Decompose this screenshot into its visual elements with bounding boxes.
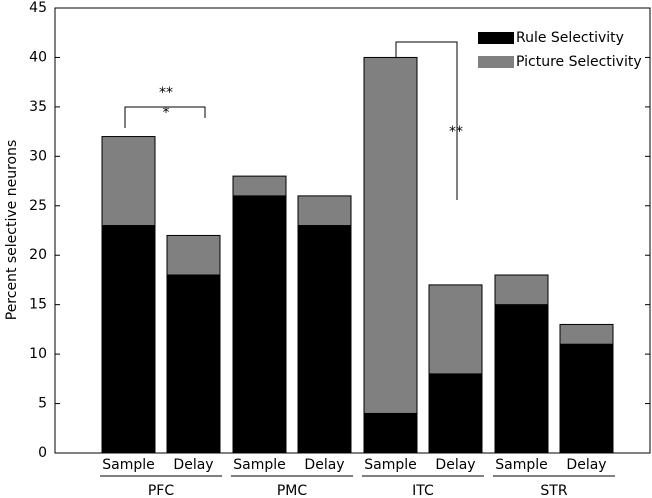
y-tick-label: 20 [29,247,47,263]
significance-label: ** [449,124,463,140]
legend-label: Rule Selectivity [516,30,624,46]
bar-segment [101,136,156,227]
x-tick-label: Sample [102,457,155,473]
bar-segment [494,304,549,454]
x-tick-label: Sample [233,457,286,473]
y-axis-label: Percent selective neurons [4,140,20,321]
y-tick-label: 0 [38,445,47,461]
significance-bracket [395,41,458,200]
group-label: STR [540,483,567,498]
x-tick-label: Delay [566,457,606,473]
y-tick-label: 10 [29,346,47,362]
x-tick-label: Sample [495,457,548,473]
y-tick-label: 5 [38,396,47,412]
bar-segment [428,284,483,375]
bar-segment [559,323,614,345]
bar-segment [166,234,221,276]
y-tick-label: 40 [29,49,47,65]
significance-label: ** [159,85,173,101]
y-tick-label: 45 [29,0,47,16]
bar-segment [101,225,156,454]
bar-segment [494,274,549,306]
axes-frame [54,7,651,454]
legend-swatch [478,56,514,68]
group-label: PMC [277,483,308,498]
legend-swatch [478,32,514,44]
y-tick-label: 15 [29,297,47,313]
legend-label: Picture Selectivity [516,54,642,70]
x-tick-label: Delay [435,457,475,473]
y-tick-label: 35 [29,99,47,115]
significance-label: * [163,105,170,121]
y-tick-label: 25 [29,198,47,214]
bar-segment [297,195,352,227]
bar-segment [363,56,418,414]
bar-segment [232,175,287,197]
bar-segment [166,274,221,454]
x-tick-label: Delay [173,457,213,473]
bar-segment [559,343,614,454]
group-label: ITC [412,483,434,498]
group-label: PFC [148,483,174,498]
significance-bracket [124,106,206,128]
bar-segment [363,412,418,454]
bar-segment [232,195,287,454]
x-tick-label: Sample [364,457,417,473]
bar-segment [297,225,352,454]
x-tick-label: Delay [304,457,344,473]
y-tick-label: 30 [29,148,47,164]
bar-segment [428,373,483,454]
